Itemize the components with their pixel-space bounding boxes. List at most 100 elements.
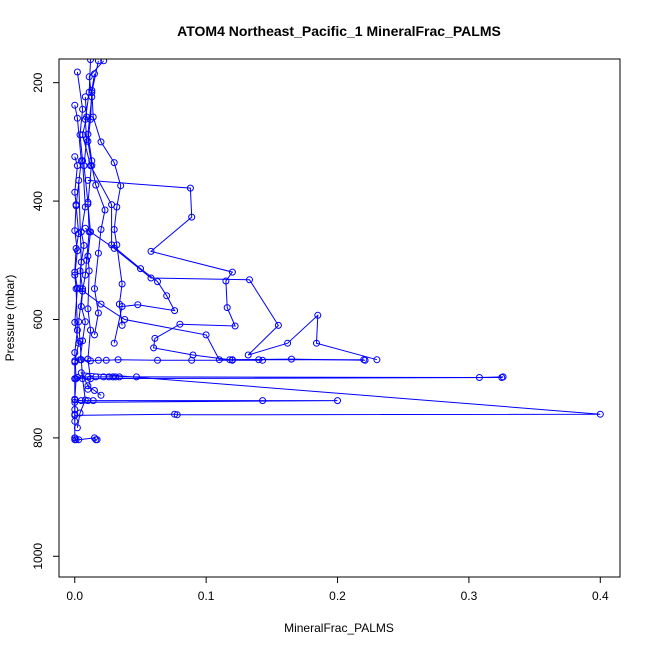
data-point <box>79 105 87 113</box>
data-point <box>334 397 341 405</box>
data-point <box>288 355 295 363</box>
data-point <box>81 271 89 279</box>
data-point <box>71 349 79 357</box>
data-point <box>255 356 263 364</box>
data-point <box>92 181 100 189</box>
data-point <box>71 318 79 326</box>
data-point <box>115 373 123 381</box>
data-point <box>85 267 93 275</box>
data-point <box>110 244 118 252</box>
series-10 <box>81 224 381 364</box>
data-point <box>118 280 126 288</box>
data-point <box>475 374 483 381</box>
x-tick-label: 0.4 <box>592 589 609 603</box>
data-point <box>87 357 94 365</box>
series-line <box>74 399 338 403</box>
series-line <box>78 180 364 361</box>
series-line <box>74 437 98 441</box>
series-line <box>74 359 263 362</box>
x-tick-label: 0.0 <box>66 589 83 603</box>
data-point <box>100 373 108 381</box>
data-point <box>81 224 89 232</box>
data-point <box>222 277 230 285</box>
series-line <box>82 96 176 344</box>
data-point <box>91 70 98 78</box>
x-tick-label: 0.1 <box>198 589 215 603</box>
data-point <box>71 101 79 109</box>
data-point <box>72 285 80 293</box>
series-3 <box>84 59 108 393</box>
data-point <box>85 228 93 236</box>
data-point <box>154 356 161 364</box>
data-point <box>71 227 79 235</box>
series-line <box>76 71 86 428</box>
series-11 <box>75 176 368 364</box>
data-point <box>188 356 196 364</box>
data-point <box>118 321 126 329</box>
data-point <box>81 318 89 326</box>
data-point <box>171 307 179 315</box>
data-point <box>84 176 92 184</box>
data-point <box>94 249 102 257</box>
data-point <box>73 424 81 432</box>
y-tick-label: 800 <box>31 428 45 448</box>
data-point <box>110 159 118 167</box>
data-point <box>112 373 119 381</box>
data-point <box>137 265 144 273</box>
data-point <box>94 59 102 65</box>
series-layer <box>71 59 604 444</box>
data-point <box>94 356 102 364</box>
data-point <box>84 382 92 390</box>
data-point <box>73 68 81 76</box>
data-point <box>102 356 110 364</box>
data-point <box>596 410 604 418</box>
data-point <box>79 157 87 165</box>
data-point <box>81 93 89 101</box>
data-point <box>71 398 79 406</box>
data-point <box>81 396 89 404</box>
data-point <box>313 339 320 347</box>
data-point <box>498 374 506 381</box>
series-line <box>85 227 378 361</box>
data-point <box>76 267 84 275</box>
data-point <box>89 397 97 405</box>
data-point <box>110 339 118 347</box>
data-point <box>244 351 252 359</box>
series-line <box>87 179 366 361</box>
data-point <box>73 247 81 255</box>
data-point <box>91 285 98 293</box>
data-point <box>87 162 94 170</box>
data-point <box>171 410 179 418</box>
data-point <box>101 206 109 214</box>
data-point <box>163 292 171 300</box>
data-point <box>77 369 85 377</box>
data-point <box>77 258 85 266</box>
data-point <box>94 309 102 317</box>
data-point <box>84 373 92 381</box>
series-15 <box>71 369 604 419</box>
chart-title: ATOM4 Northeast_Pacific_1 MineralFrac_PA… <box>177 23 501 39</box>
data-point <box>105 373 113 381</box>
data-point <box>89 113 97 121</box>
data-point <box>259 397 267 405</box>
data-point <box>97 300 105 308</box>
x-axis-label: MineralFrac_PALMS <box>284 621 394 635</box>
data-point <box>79 131 87 139</box>
data-point <box>100 59 108 65</box>
data-point <box>77 303 85 310</box>
data-point <box>231 322 239 330</box>
data-point <box>284 339 292 347</box>
y-tick-label: 600 <box>31 309 45 329</box>
series-line <box>87 60 105 390</box>
series-9 <box>84 176 369 364</box>
data-point <box>228 268 236 276</box>
data-point <box>71 188 79 196</box>
data-point <box>147 247 155 255</box>
data-point <box>314 311 322 319</box>
data-point <box>87 326 94 334</box>
data-point <box>274 321 282 329</box>
data-point <box>87 59 94 64</box>
data-point <box>173 411 181 419</box>
data-point <box>223 304 231 312</box>
y-axis: 200 400 600 800 1000 <box>31 72 59 570</box>
